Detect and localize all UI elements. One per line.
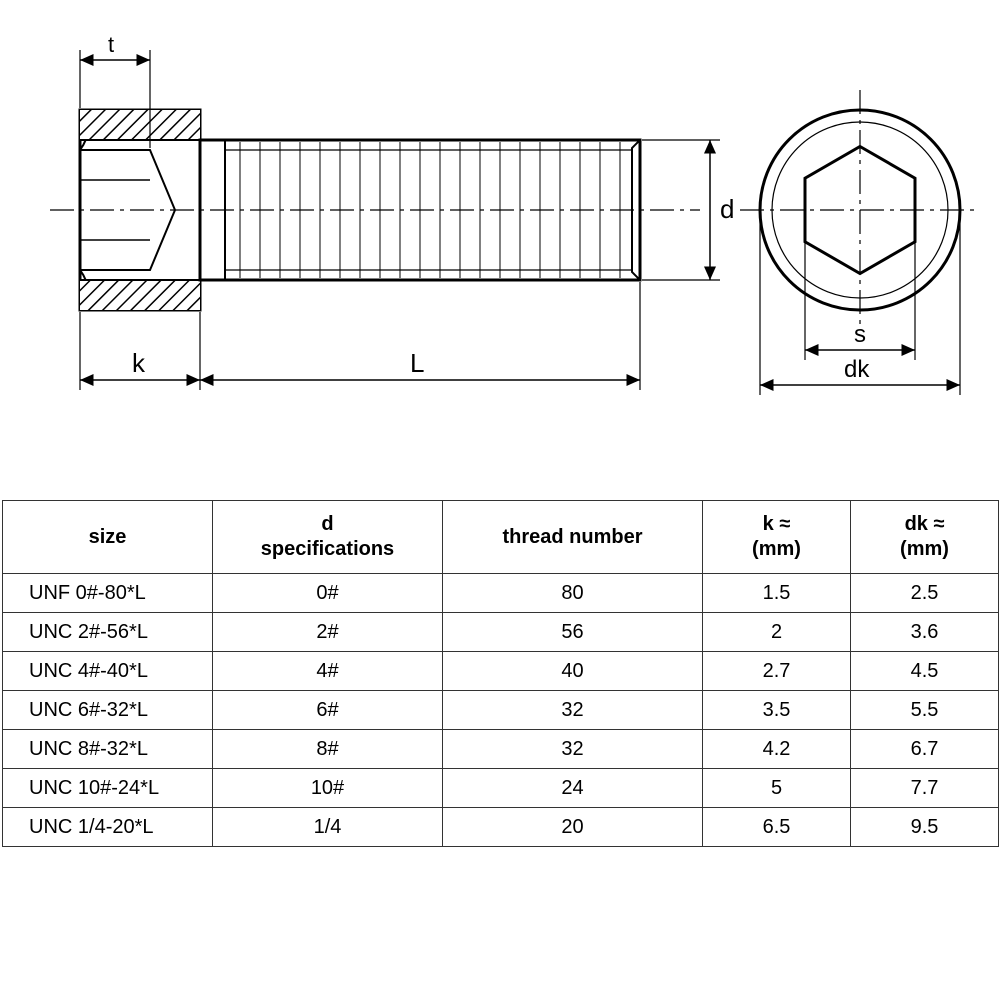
table-row: UNF 0#-80*L 0# 80 1.5 2.5 [3, 574, 999, 613]
table-body: UNF 0#-80*L 0# 80 1.5 2.5 UNC 2#-56*L 2#… [3, 574, 999, 847]
table-row: UNC 2#-56*L 2# 56 2 3.6 [3, 613, 999, 652]
dim-label-dk: dk [844, 356, 870, 383]
cell-size: UNC 4#-40*L [3, 652, 213, 691]
cell-size: UNC 1/4-20*L [3, 808, 213, 847]
cell-dk: 2.5 [851, 574, 999, 613]
cell-dk: 5.5 [851, 691, 999, 730]
col-header-dk-line2: (mm) [857, 537, 992, 562]
cell-thread: 20 [443, 808, 703, 847]
cell-size: UNF 0#-80*L [3, 574, 213, 613]
cell-thread: 32 [443, 691, 703, 730]
screw-diagram: t k L d [0, 30, 1000, 460]
cell-dspec: 8# [213, 730, 443, 769]
table-row: UNC 1/4-20*L 1/4 20 6.5 9.5 [3, 808, 999, 847]
cell-size: UNC 10#-24*L [3, 769, 213, 808]
spec-table: size d specifications thread number k ≈ … [2, 500, 999, 847]
cell-size: UNC 6#-32*L [3, 691, 213, 730]
col-header-size-text: size [9, 525, 206, 550]
cell-dk: 7.7 [851, 769, 999, 808]
cell-k: 2.7 [703, 652, 851, 691]
table-row: UNC 4#-40*L 4# 40 2.7 4.5 [3, 652, 999, 691]
cell-dk: 4.5 [851, 652, 999, 691]
cell-dk: 3.6 [851, 613, 999, 652]
dim-label-k: k [132, 348, 146, 378]
col-header-thread: thread number [443, 501, 703, 574]
cell-dspec: 6# [213, 691, 443, 730]
cell-k: 1.5 [703, 574, 851, 613]
dim-label-L: L [410, 348, 424, 378]
col-header-dspec-line1: d [219, 512, 436, 537]
col-header-k: k ≈ (mm) [703, 501, 851, 574]
table-row: UNC 10#-24*L 10# 24 5 7.7 [3, 769, 999, 808]
cell-size: UNC 2#-56*L [3, 613, 213, 652]
cell-k: 5 [703, 769, 851, 808]
cell-dspec: 0# [213, 574, 443, 613]
table-row: UNC 6#-32*L 6# 32 3.5 5.5 [3, 691, 999, 730]
cell-dk: 6.7 [851, 730, 999, 769]
cell-k: 6.5 [703, 808, 851, 847]
cell-dspec: 10# [213, 769, 443, 808]
cell-size: UNC 8#-32*L [3, 730, 213, 769]
cell-thread: 56 [443, 613, 703, 652]
table-row: UNC 8#-32*L 8# 32 4.2 6.7 [3, 730, 999, 769]
col-header-dspec: d specifications [213, 501, 443, 574]
col-header-dk-line1: dk ≈ [857, 512, 992, 537]
cell-thread: 24 [443, 769, 703, 808]
col-header-size: size [3, 501, 213, 574]
col-header-k-line1: k ≈ [709, 512, 844, 537]
col-header-dspec-line2: specifications [219, 537, 436, 562]
dim-label-d: d [720, 194, 734, 224]
cell-thread: 32 [443, 730, 703, 769]
dim-label-s: s [854, 321, 866, 348]
cell-k: 3.5 [703, 691, 851, 730]
cell-dk: 9.5 [851, 808, 999, 847]
table-header-row: size d specifications thread number k ≈ … [3, 501, 999, 574]
dim-label-t: t [108, 32, 114, 57]
cell-k: 4.2 [703, 730, 851, 769]
col-header-dk: dk ≈ (mm) [851, 501, 999, 574]
cell-k: 2 [703, 613, 851, 652]
cell-dspec: 1/4 [213, 808, 443, 847]
cell-thread: 80 [443, 574, 703, 613]
cell-dspec: 2# [213, 613, 443, 652]
cell-thread: 40 [443, 652, 703, 691]
cell-dspec: 4# [213, 652, 443, 691]
col-header-k-line2: (mm) [709, 537, 844, 562]
col-header-thread-text: thread number [449, 525, 696, 550]
